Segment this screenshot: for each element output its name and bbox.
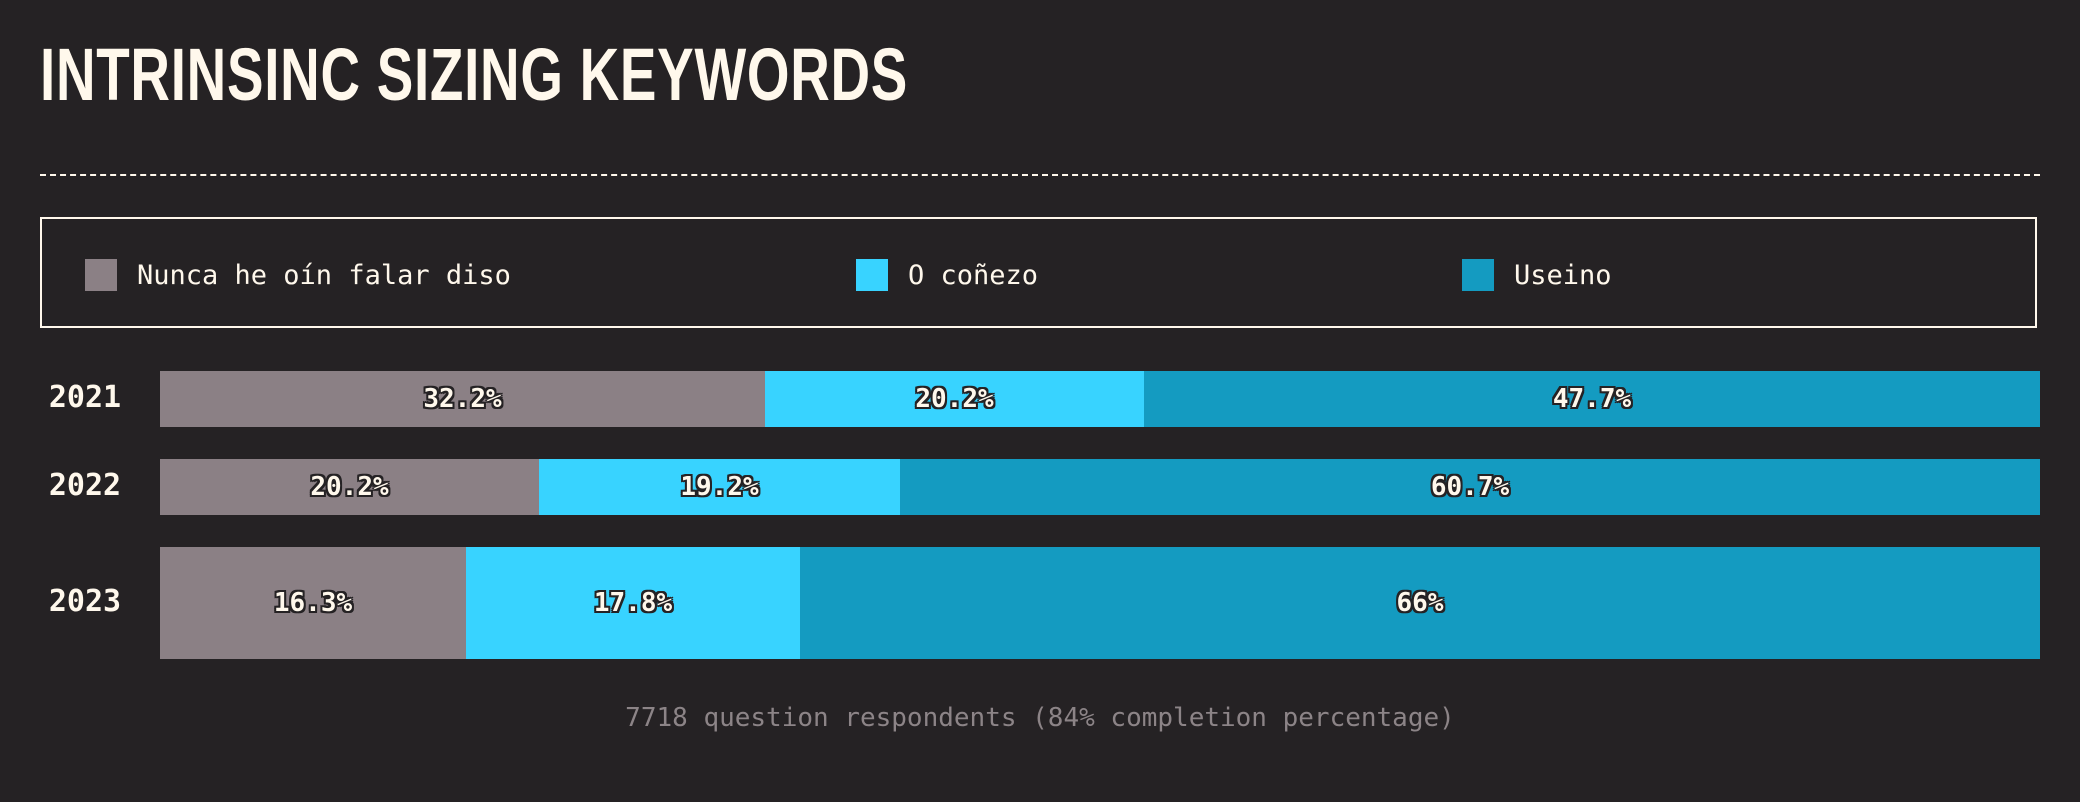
- legend-swatch-used-it: [1462, 259, 1494, 291]
- legend-item-never-heard[interactable]: Nunca he oín falar diso: [85, 259, 511, 291]
- bar-segment-used-it-2022[interactable]: 60.7%: [900, 459, 2040, 515]
- data-label-never-heard-2022: 20.2%: [310, 472, 389, 502]
- bar-row-2023: 16.3% 17.8% 66%: [160, 547, 2040, 659]
- bar-segment-never-heard-2021[interactable]: 32.2%: [160, 371, 765, 427]
- title-divider: [40, 174, 2040, 176]
- bar-segment-used-it-2023[interactable]: 66%: [800, 547, 2040, 659]
- bar-segment-never-heard-2023[interactable]: 16.3%: [160, 547, 466, 659]
- bar-segment-know-it-2022[interactable]: 19.2%: [539, 459, 900, 515]
- legend-label-never-heard: Nunca he oín falar diso: [137, 259, 511, 291]
- year-label-2022: 2022: [48, 468, 122, 503]
- bar-segment-never-heard-2022[interactable]: 20.2%: [160, 459, 539, 515]
- data-label-never-heard-2021: 32.2%: [423, 384, 502, 414]
- legend-label-know-it: O coñezo: [908, 259, 1039, 291]
- bar-segment-used-it-2021[interactable]: 47.7%: [1144, 371, 2040, 427]
- legend: Nunca he oín falar diso O coñezo Useino: [40, 217, 2037, 328]
- legend-swatch-never-heard: [85, 259, 117, 291]
- year-label-2021: 2021: [48, 380, 122, 415]
- data-label-used-it-2021: 47.7%: [1552, 384, 1632, 414]
- legend-item-know-it[interactable]: O coñezo: [856, 259, 1038, 291]
- bar-row-2021: 32.2% 20.2% 47.7%: [160, 371, 2040, 427]
- data-label-never-heard-2023: 16.3%: [273, 588, 353, 618]
- bar-row-2022: 20.2% 19.2% 60.7%: [160, 459, 2040, 515]
- chart-title: INTRINSINC SIZING KEYWORDS: [40, 33, 909, 116]
- legend-label-used-it: Useino: [1514, 259, 1612, 291]
- data-label-used-it-2023: 66%: [1396, 588, 1444, 618]
- data-label-used-it-2022: 60.7%: [1430, 472, 1510, 502]
- year-label-2023: 2023: [48, 584, 122, 619]
- bar-segment-know-it-2023[interactable]: 17.8%: [466, 547, 800, 659]
- data-label-know-it-2022: 19.2%: [680, 472, 759, 502]
- legend-item-used-it[interactable]: Useino: [1462, 259, 1612, 291]
- bar-segment-know-it-2021[interactable]: 20.2%: [765, 371, 1144, 427]
- respondents-note: 7718 question respondents (84% completio…: [625, 703, 1455, 733]
- data-label-know-it-2021: 20.2%: [915, 384, 994, 414]
- legend-swatch-know-it: [856, 259, 888, 291]
- data-label-know-it-2023: 17.8%: [593, 588, 673, 618]
